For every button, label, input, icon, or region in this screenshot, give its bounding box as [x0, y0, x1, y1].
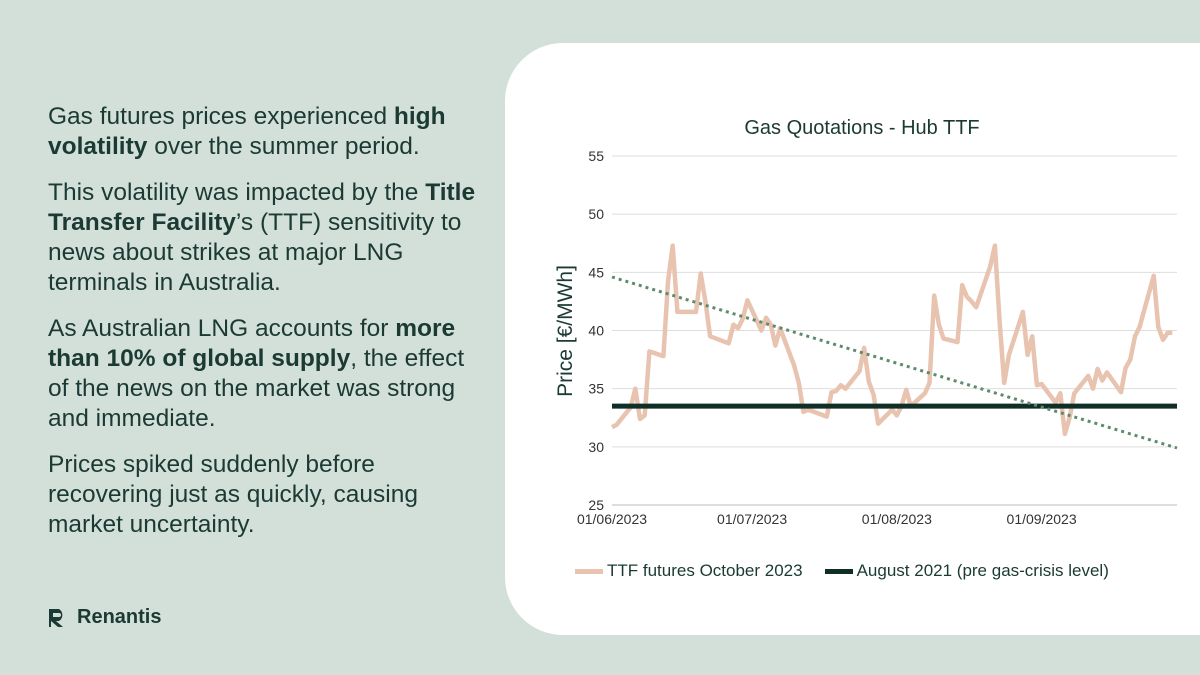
- y-tick-label: 35: [588, 381, 604, 397]
- legend-swatch: [824, 568, 853, 574]
- legend-label: August 2021 (pre gas-crisis level): [856, 561, 1109, 580]
- renantis-logo-icon: [49, 608, 63, 627]
- text-segment: As Australian LNG accounts for: [48, 315, 396, 342]
- price-chart: Gas Quotations - Hub TTF Price [€/MWh] 2…: [554, 117, 1178, 527]
- description-panel: Gas futures prices experienced high vola…: [48, 102, 478, 556]
- y-tick-label: 55: [588, 148, 604, 164]
- emphasis-text: more than 10% of global supply: [48, 315, 456, 372]
- trend-line: [611, 275, 1178, 450]
- emphasis-text: high volatility: [48, 103, 446, 160]
- y-axis-label: Price [€/MWh]: [554, 265, 577, 397]
- y-tick-label: 50: [588, 206, 604, 222]
- brand-name: Renantis: [77, 606, 162, 628]
- y-tick-label: 25: [588, 497, 604, 513]
- chart-card: Gas Quotations - Hub TTF Price [€/MWh] 2…: [505, 43, 1200, 635]
- brand-logo: Renantis: [47, 606, 161, 629]
- x-tick-label: 01/08/2023: [862, 511, 932, 527]
- legend-swatch: [575, 568, 603, 574]
- paragraph-ttf: This volatility was impacted by the Titl…: [48, 178, 478, 298]
- paragraph-volatility: Gas futures prices experienced high vola…: [48, 102, 478, 162]
- paragraph-prices: Prices spiked suddenly before recovering…: [48, 450, 478, 540]
- paragraph-lng: As Australian LNG accounts for more than…: [48, 314, 478, 434]
- text-segment: over the summer period.: [147, 133, 420, 160]
- legend-label: TTF futures October 2023: [607, 561, 803, 580]
- y-tick-label: 40: [588, 323, 604, 339]
- text-segment: ’s (TTF) sensitivity to news about strik…: [48, 209, 462, 296]
- text-segment: Prices spiked suddenly before recovering…: [48, 451, 418, 538]
- x-tick-label: 01/07/2023: [717, 511, 787, 527]
- legend-item-ttf: TTF futures October 2023: [575, 561, 803, 581]
- text-segment: This volatility was impacted by the: [48, 179, 426, 206]
- x-tick-label: 01/06/2023: [577, 511, 647, 527]
- x-tick-label: 01/09/2023: [1007, 511, 1077, 527]
- y-tick-label: 45: [588, 264, 604, 280]
- y-tick-label: 30: [588, 439, 604, 455]
- text-segment: , the effect of the news on the market w…: [48, 345, 465, 432]
- emphasis-text: Title Transfer Facility: [48, 179, 476, 236]
- legend-item-baseline: August 2021 (pre gas-crisis level): [824, 561, 1109, 581]
- text-segment: Gas futures prices experienced: [48, 103, 394, 130]
- chart-title: Gas Quotations - Hub TTF: [744, 117, 979, 139]
- chart-legend: TTF futures October 2023 August 2021 (pr…: [575, 561, 1109, 581]
